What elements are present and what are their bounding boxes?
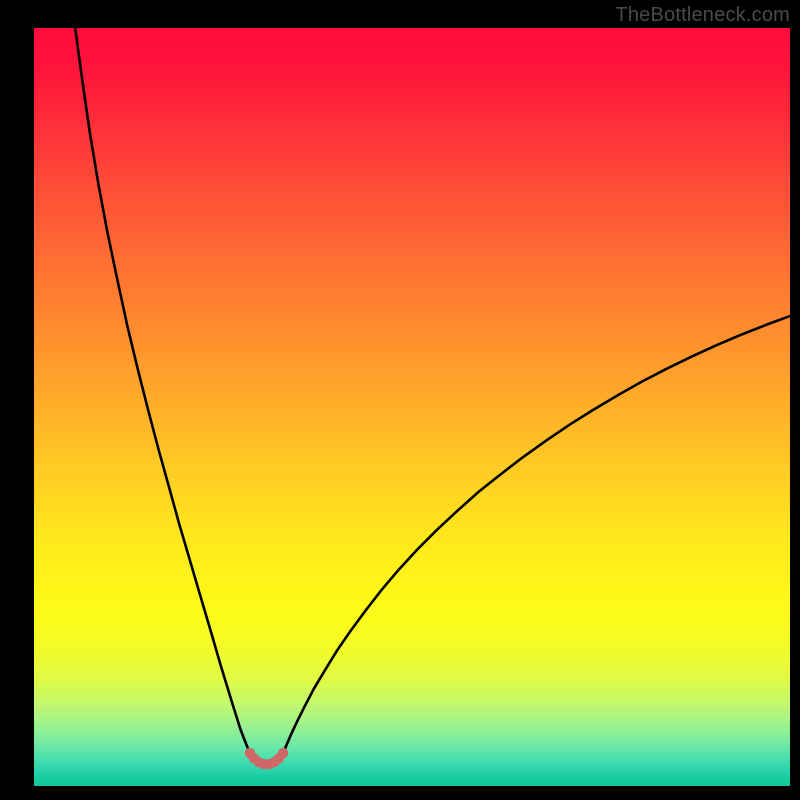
bottleneck-curve-svg	[34, 28, 790, 786]
chart-stage: TheBottleneck.com	[0, 0, 800, 800]
trough-marker	[278, 748, 288, 758]
watermark-text: TheBottleneck.com	[615, 4, 790, 27]
plot-area	[34, 28, 790, 786]
